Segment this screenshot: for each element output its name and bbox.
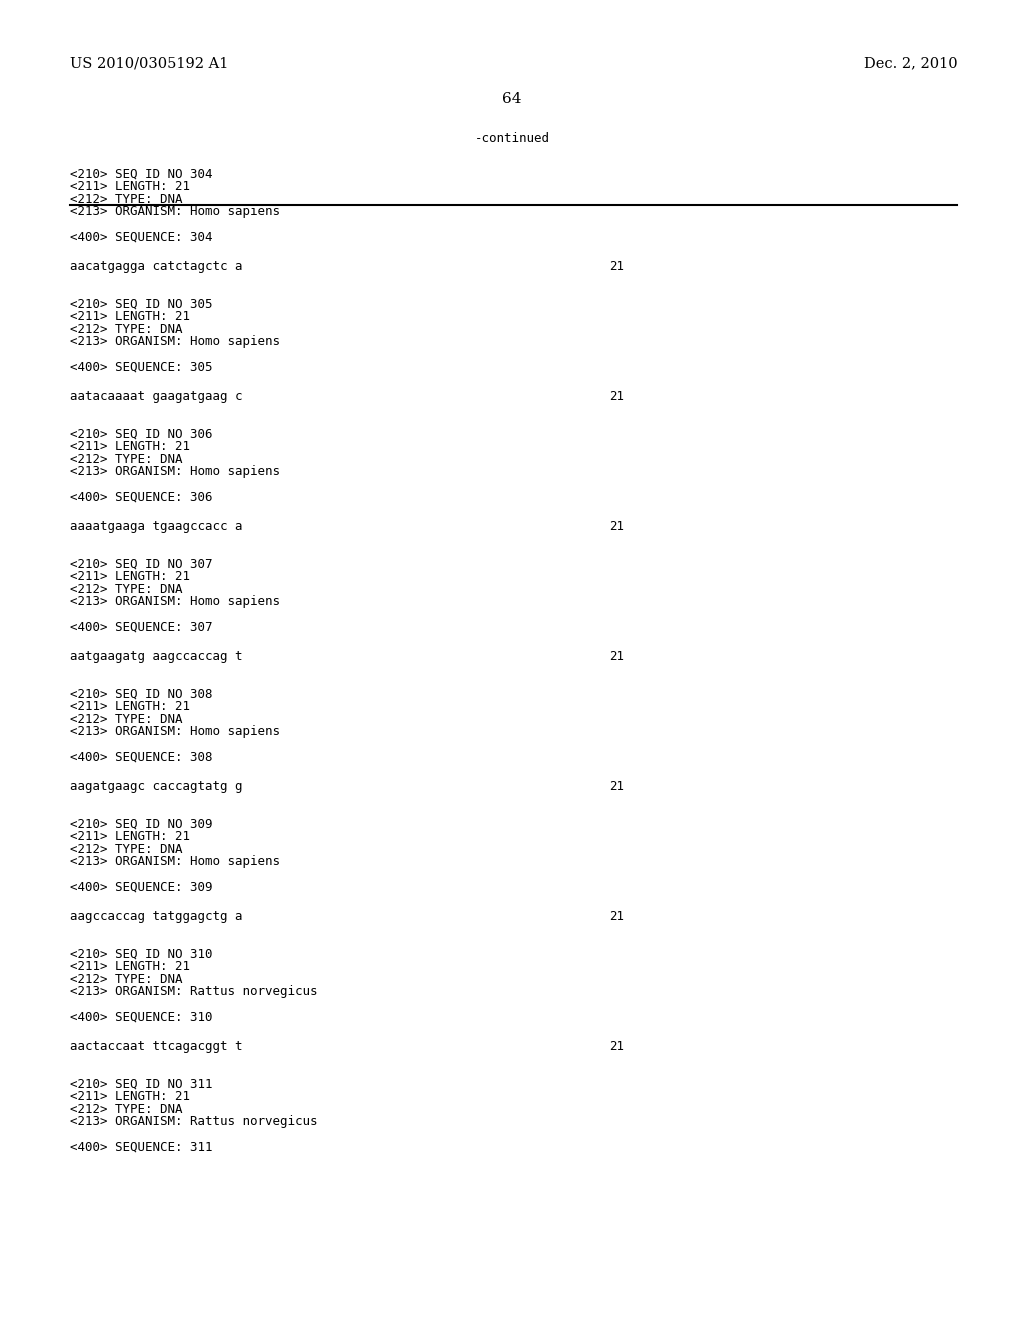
Text: <210> SEQ ID NO 304: <210> SEQ ID NO 304: [70, 168, 212, 181]
Text: <400> SEQUENCE: 309: <400> SEQUENCE: 309: [70, 880, 212, 894]
Text: aagatgaagc caccagtatg g: aagatgaagc caccagtatg g: [70, 780, 242, 793]
Text: <400> SEQUENCE: 304: <400> SEQUENCE: 304: [70, 230, 212, 243]
Text: <213> ORGANISM: Homo sapiens: <213> ORGANISM: Homo sapiens: [70, 595, 280, 609]
Text: <213> ORGANISM: Homo sapiens: <213> ORGANISM: Homo sapiens: [70, 725, 280, 738]
Text: aaaatgaaga tgaagccacc a: aaaatgaaga tgaagccacc a: [70, 520, 242, 533]
Text: <211> LENGTH: 21: <211> LENGTH: 21: [70, 700, 189, 713]
Text: <400> SEQUENCE: 308: <400> SEQUENCE: 308: [70, 750, 212, 763]
Text: <213> ORGANISM: Rattus norvegicus: <213> ORGANISM: Rattus norvegicus: [70, 985, 317, 998]
Text: <210> SEQ ID NO 309: <210> SEQ ID NO 309: [70, 817, 212, 830]
Text: -continued: -continued: [474, 132, 550, 145]
Text: <213> ORGANISM: Homo sapiens: <213> ORGANISM: Homo sapiens: [70, 205, 280, 218]
Text: <210> SEQ ID NO 308: <210> SEQ ID NO 308: [70, 688, 212, 701]
Text: <211> LENGTH: 21: <211> LENGTH: 21: [70, 570, 189, 583]
Text: aatacaaaat gaagatgaag c: aatacaaaat gaagatgaag c: [70, 389, 242, 403]
Text: 21: 21: [609, 649, 625, 663]
Text: <211> LENGTH: 21: <211> LENGTH: 21: [70, 310, 189, 323]
Text: aatgaagatg aagccaccag t: aatgaagatg aagccaccag t: [70, 649, 242, 663]
Text: 21: 21: [609, 520, 625, 533]
Text: <400> SEQUENCE: 311: <400> SEQUENCE: 311: [70, 1140, 212, 1154]
Text: <400> SEQUENCE: 307: <400> SEQUENCE: 307: [70, 620, 212, 634]
Text: <210> SEQ ID NO 310: <210> SEQ ID NO 310: [70, 948, 212, 961]
Text: aagccaccag tatggagctg a: aagccaccag tatggagctg a: [70, 909, 242, 923]
Text: <400> SEQUENCE: 306: <400> SEQUENCE: 306: [70, 490, 212, 503]
Text: Dec. 2, 2010: Dec. 2, 2010: [864, 57, 957, 71]
Text: <213> ORGANISM: Rattus norvegicus: <213> ORGANISM: Rattus norvegicus: [70, 1115, 317, 1129]
Text: <211> LENGTH: 21: <211> LENGTH: 21: [70, 830, 189, 843]
Text: <400> SEQUENCE: 310: <400> SEQUENCE: 310: [70, 1010, 212, 1023]
Text: <210> SEQ ID NO 307: <210> SEQ ID NO 307: [70, 557, 212, 570]
Text: aactaccaat ttcagacggt t: aactaccaat ttcagacggt t: [70, 1040, 242, 1053]
Text: <400> SEQUENCE: 305: <400> SEQUENCE: 305: [70, 360, 212, 374]
Text: 64: 64: [502, 92, 522, 107]
Text: <211> LENGTH: 21: <211> LENGTH: 21: [70, 440, 189, 453]
Text: <212> TYPE: DNA: <212> TYPE: DNA: [70, 713, 182, 726]
Text: <210> SEQ ID NO 311: <210> SEQ ID NO 311: [70, 1077, 212, 1090]
Text: <212> TYPE: DNA: <212> TYPE: DNA: [70, 453, 182, 466]
Text: 21: 21: [609, 780, 625, 793]
Text: <212> TYPE: DNA: <212> TYPE: DNA: [70, 582, 182, 595]
Text: <213> ORGANISM: Homo sapiens: <213> ORGANISM: Homo sapiens: [70, 335, 280, 348]
Text: <212> TYPE: DNA: <212> TYPE: DNA: [70, 842, 182, 855]
Text: <213> ORGANISM: Homo sapiens: <213> ORGANISM: Homo sapiens: [70, 855, 280, 869]
Text: <211> LENGTH: 21: <211> LENGTH: 21: [70, 180, 189, 193]
Text: <212> TYPE: DNA: <212> TYPE: DNA: [70, 322, 182, 335]
Text: <210> SEQ ID NO 305: <210> SEQ ID NO 305: [70, 297, 212, 310]
Text: aacatgagga catctagctc a: aacatgagga catctagctc a: [70, 260, 242, 273]
Text: 21: 21: [609, 909, 625, 923]
Text: <210> SEQ ID NO 306: <210> SEQ ID NO 306: [70, 428, 212, 441]
Text: <212> TYPE: DNA: <212> TYPE: DNA: [70, 1102, 182, 1115]
Text: <211> LENGTH: 21: <211> LENGTH: 21: [70, 1090, 189, 1104]
Text: <212> TYPE: DNA: <212> TYPE: DNA: [70, 973, 182, 986]
Text: <213> ORGANISM: Homo sapiens: <213> ORGANISM: Homo sapiens: [70, 465, 280, 478]
Text: 21: 21: [609, 1040, 625, 1053]
Text: <211> LENGTH: 21: <211> LENGTH: 21: [70, 960, 189, 973]
Text: 21: 21: [609, 389, 625, 403]
Text: <212> TYPE: DNA: <212> TYPE: DNA: [70, 193, 182, 206]
Text: 21: 21: [609, 260, 625, 273]
Text: US 2010/0305192 A1: US 2010/0305192 A1: [70, 57, 228, 71]
